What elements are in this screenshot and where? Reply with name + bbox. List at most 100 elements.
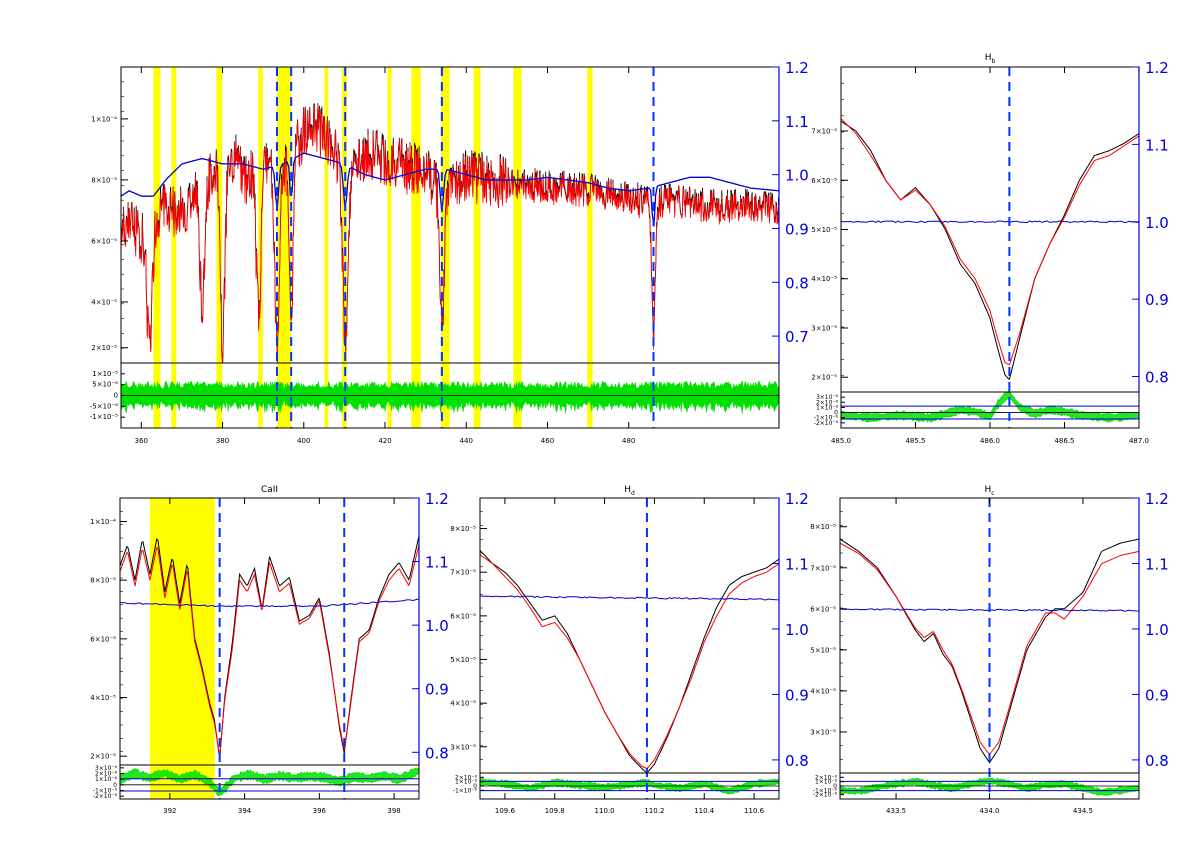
right-tick-label: 1.0 [1145,621,1169,639]
y-tick-label: 4×10⁻⁵ [90,694,116,702]
right-tick-label: 1.0 [785,167,809,185]
residual-tick-label: 0 [473,783,477,790]
residual-tick-label: 2×10⁻⁶ [455,774,478,781]
residual-band [121,380,779,414]
y-tick-label: 5×10⁻⁵ [450,656,476,664]
y-tick-label: 4×10⁻⁵ [810,687,836,695]
right-tick-label: 0.9 [1145,686,1169,704]
masked-region [324,67,329,428]
y-tick-label: 2×10⁻⁵ [811,374,837,382]
right-tick-label: 1.0 [425,617,449,635]
masked-region [387,67,392,428]
right-tick-label: 1.1 [785,555,809,573]
main-frame [479,497,780,774]
y-tick-label: 1×10⁻⁴ [91,115,117,123]
right-tick-label: 1.1 [1145,555,1169,573]
h-beta-panel: 7×10⁻⁵ 6×10⁻⁵ 5×10⁻⁵ 4×10⁻⁵ 3×10⁻⁵ 2×10⁻⁵ 3×10… [811,53,1169,445]
y-tick-label: 7×10⁻⁵ [810,564,836,572]
x-tick-label: 394 [238,807,252,815]
masked-region [149,498,215,799]
residual-band [840,777,1139,796]
masked-region [587,67,593,428]
masked-region [513,67,522,428]
x-tick-label: 440 [460,437,473,445]
x-tick-label: 487.0 [1129,437,1149,445]
y-tick-label: 8×10⁻⁵ [91,176,117,184]
residual-tick-label: 2×10⁻⁶ [815,774,838,781]
masked-region [258,67,263,428]
residual-tick-label: 2×10⁻⁶ [95,771,118,778]
y-tick-label: 7×10⁻⁵ [450,569,476,577]
residual-tick-label: 1×10⁻⁵ [92,370,118,378]
x-tick-label: 485.0 [831,437,851,445]
residual-tick-label: 1×10⁻⁶ [95,776,118,783]
y-tick-label: 6×10⁻⁵ [90,635,116,643]
plot-area [840,498,1139,799]
y-tick-label: 4×10⁻⁵ [450,700,476,708]
right-tick-label: 0.8 [785,274,809,292]
panel-title: CaII [261,485,278,495]
y-tick-label: 8×10⁻⁵ [90,577,116,585]
flux-ratio-curve [120,598,419,608]
residual-tick-label: -1×10⁻⁶ [453,787,478,794]
right-tick-label: 0.7 [785,328,809,346]
x-tick-label: 460 [541,437,554,445]
residual-tick-label: -2×10⁻⁶ [814,420,839,427]
masked-region [473,67,481,428]
x-tick-label: 110.0 [595,807,615,815]
x-tick-label: 480 [622,437,635,445]
residual-tick-label: -1×10⁻⁶ [813,787,838,794]
caii-panel: 1×10⁻⁴ 8×10⁻⁵ 6×10⁻⁵ 4×10⁻⁵ 2×10⁻⁵ 3×10⁻⁶2×10… [90,485,449,815]
plot-area [480,498,779,799]
right-tick-label: 0.9 [785,686,809,704]
residual-tick-label: 1×10⁻⁶ [455,779,478,786]
model-spectrum [480,554,779,770]
masked-region [216,67,223,428]
observed-spectrum [841,120,1139,380]
full-spectrum-panel: 1×10⁻⁴ 8×10⁻⁵ 6×10⁻⁵ 4×10⁻⁵ 2×10⁻⁵ 1×10⁻⁵ 5×10… [90,59,809,445]
plot-area [121,67,779,428]
masked-region [441,67,450,428]
x-tick-label: 400 [297,437,310,445]
residual-tick-label: 1×10⁻⁶ [815,779,838,786]
right-tick-label: 0.9 [1145,291,1169,309]
y-tick-label: 4×10⁻⁵ [811,275,837,283]
residual-tick-label: -2×10⁻⁶ [93,793,118,800]
y-tick-label: 6×10⁻⁵ [450,612,476,620]
residual-tick-label: -1×10⁻⁶ [814,415,839,422]
panel-title-subscript: c [991,490,994,497]
observed-spectrum [480,550,779,774]
residual-tick-label: 0 [834,410,838,417]
right-tick-label: 0.8 [785,752,809,770]
y-tick-label: 1×10⁻⁴ [90,518,116,526]
x-tick-label: 485.5 [905,437,925,445]
x-tick-label: 110.6 [744,807,765,815]
y-tick-label: 3×10⁻⁵ [450,743,476,751]
residual-frame [119,764,420,800]
right-tick-label: 1.0 [785,621,809,639]
y-tick-label: 5×10⁻⁵ [811,226,837,234]
x-tick-label: 392 [163,807,176,815]
right-tick-label: 1.1 [785,113,809,131]
observed-spectrum [120,535,419,756]
y-tick-label: 4×10⁻⁵ [91,298,117,306]
x-tick-label: 420 [378,437,391,445]
x-tick-label: 396 [313,807,327,815]
x-tick-label: 434.5 [1073,807,1093,815]
y-tick-label: 5×10⁻⁵ [810,646,836,654]
x-tick-label: 110.2 [644,807,664,815]
masked-region [171,67,177,428]
y-tick-label: 2×10⁻⁵ [91,344,117,352]
residual-tick-label: 0 [113,782,117,789]
right-tick-label: 0.8 [425,744,449,762]
panel-title: Hb [985,53,996,65]
plot-area [841,67,1139,428]
y-tick-label: 3×10⁻⁵ [811,324,837,332]
h-delta-panel: 8×10⁻⁵ 7×10⁻⁵ 6×10⁻⁵ 5×10⁻⁵ 4×10⁻⁵ 3×10⁻⁵ 2×10… [450,485,809,815]
y-tick-label: 6×10⁻⁵ [811,177,837,185]
right-tick-label: 0.9 [785,220,809,238]
x-tick-label: 486.0 [980,437,1000,445]
x-tick-label: 380 [216,437,229,445]
x-tick-label: 109.6 [495,807,516,815]
residual-tick-label: 5×10⁻⁶ [92,381,118,389]
